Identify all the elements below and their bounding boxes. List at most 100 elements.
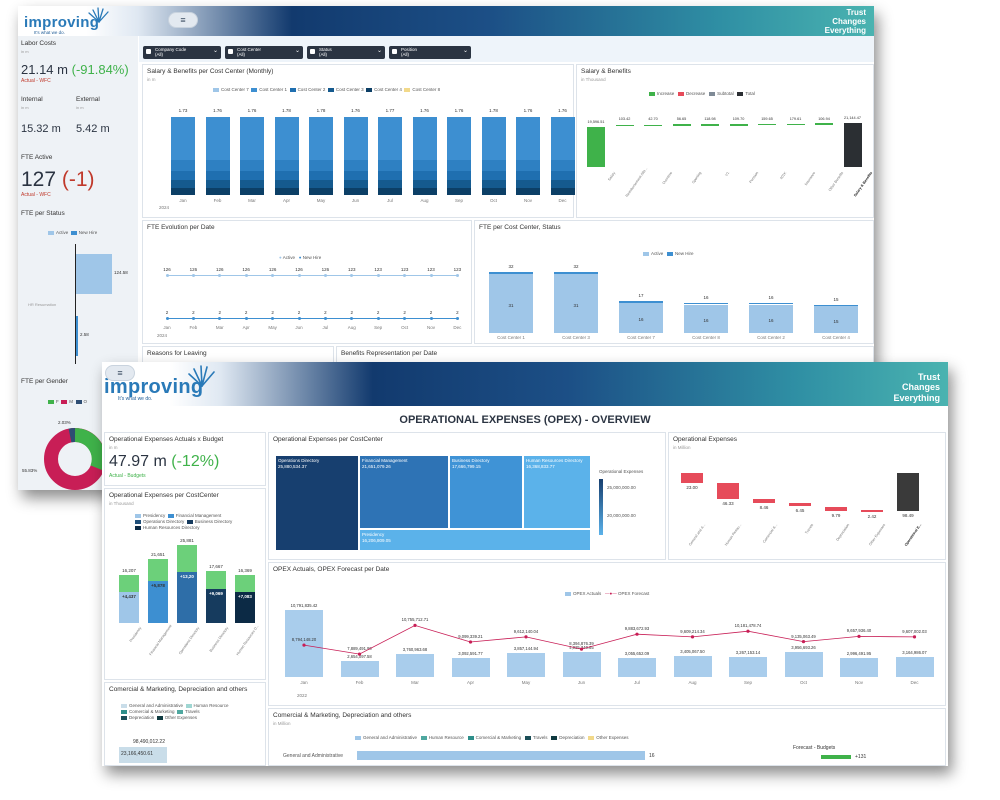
fte-status-bar-active	[76, 254, 112, 294]
fte-evolution-month: Jul	[322, 325, 329, 330]
sb-monthly-bar-segment	[343, 170, 368, 181]
sb-monthly-bar-segment	[447, 117, 471, 160]
fte-evolution-lines: 126 2 Jan 126 2 Feb 126 2 Mar 126 2 Apr 126 2 May 126 2 J…	[143, 221, 473, 345]
sb-monthly-bar-segment	[205, 170, 230, 181]
sb-waterfall-bar	[758, 123, 776, 126]
sb-waterfall-category: 401K	[779, 171, 788, 181]
filter-company-code[interactable]: Company Code (All) ⌄	[143, 46, 221, 59]
fte-evolution-label-active: 123	[427, 267, 435, 272]
fte-cc-inner-label: 15	[833, 318, 839, 324]
sb-waterfall-category: Insurance	[803, 171, 816, 187]
panel-opex-cc-bar: Operational Expenses per CostCenter in T…	[104, 488, 266, 680]
fte-cc-total-label: 17	[638, 292, 644, 298]
treemap-title: Operational Expenses per CostCenter	[273, 436, 383, 443]
sb-monthly-value-label: 1.76	[420, 108, 429, 113]
fte-evolution-month: Jun	[295, 325, 303, 330]
opex-forecast-point	[302, 643, 306, 647]
sb-monthly-bar-segment	[412, 117, 437, 160]
opex-cc-bar-legend: Presidency Financial Management Operatio…	[135, 513, 265, 531]
sb-monthly-bars: 1.73 Jan 1.76 Feb 1.76 Mar 1.78 Apr 1.78 May 1.76 J…	[143, 65, 575, 219]
opex-cc-bar-delta-label: +9,069	[209, 591, 223, 597]
front-opex-window: improving It's what we do. ≡ Trust Change…	[102, 362, 948, 766]
treemap-cell-presidency[interactable]: Presidency 16,206,809.05	[359, 529, 591, 551]
cm-big-row-bar	[357, 751, 645, 760]
opex-cc-bar-category: Financial Management	[148, 624, 173, 657]
cm-small-bar	[119, 747, 167, 763]
sb-waterfall-bar	[843, 123, 862, 167]
treemap-cell-business[interactable]: Business Directory 17,666,799.15	[449, 455, 523, 529]
opex-waterfall-bar	[753, 499, 775, 503]
opex-waterfall-value: 46.33	[722, 501, 734, 506]
sb-waterfall-value: 21,144.47	[844, 116, 861, 120]
back-logo: improving	[24, 14, 100, 31]
labor-costs-title: Labor Costs	[21, 40, 57, 47]
sb-monthly-bar-segment	[343, 187, 368, 195]
opex-waterfall-category: Comercial &...	[762, 523, 779, 544]
sb-legend: Increase Decrease Subtotal Total	[649, 91, 755, 96]
filter-status[interactable]: Status (All) ⌄	[307, 46, 385, 59]
fte-cc-title: FTE per Cost Center, Status	[479, 224, 561, 231]
front-logo-fan-icon	[186, 365, 218, 392]
sb-monthly-value-label: 1.76	[213, 108, 222, 113]
cm-big-unit: in Million	[273, 721, 291, 726]
opex-actual-bar	[507, 653, 545, 677]
sb-monthly-month-label: May	[316, 198, 326, 203]
fte-evolution-label-active: 126	[321, 267, 330, 272]
sb-waterfall-bar	[587, 127, 605, 167]
opex-cc-bar-delta	[119, 575, 139, 592]
fte-evolution-point-active	[271, 273, 275, 277]
sb-waterfall-bar	[786, 123, 805, 126]
sb-monthly-month-label: Feb	[213, 198, 222, 203]
fte-cc-category: Cost Center 1	[497, 335, 525, 340]
panel-fte-cost-center: FTE per Cost Center, Status Active New H…	[474, 220, 874, 344]
front-slogan: Trust Changes Everything	[893, 372, 940, 403]
fte-evolution-point-newhire	[376, 316, 380, 320]
sb-monthly-bar-segment	[378, 187, 402, 195]
sb-waterfall-bar	[672, 124, 691, 126]
sb-waterfall-bars: 19,596.51 Salary 103.42 Reimbursement Allo.…	[577, 65, 874, 219]
opex-forecast-point	[801, 640, 806, 644]
fte-cc-inner-label: 16	[768, 317, 774, 323]
front-menu-button[interactable]: ≡	[105, 365, 135, 381]
opex-forecast-label: 9,607,002.03	[902, 628, 927, 634]
cm-small-value-2: 23,166,450.61	[121, 751, 153, 757]
fte-cc-bar-active	[684, 304, 728, 333]
opex-waterfall-bar	[861, 510, 883, 512]
sb-waterfall-bar	[701, 124, 719, 126]
treemap-cell-financial[interactable]: Financial Management 21,651,079.26	[359, 455, 449, 529]
opex-actual-label: 3,055,652.09	[624, 651, 650, 657]
fte-evolution-label-newhire: 2	[192, 310, 195, 315]
opex-actual-label: 4,025,340.65	[569, 645, 594, 650]
sb-waterfall-bar	[729, 124, 748, 126]
treemap-cell-hr[interactable]: Human Resources Directory 16,368,833.77	[523, 455, 591, 529]
cm-small-legend: General and Administrative Human Resourc…	[121, 703, 229, 721]
opex-actual-bar	[729, 656, 767, 677]
treemap-cell-operations[interactable]: Operations Directory 25,880,534.37	[275, 455, 359, 551]
opex-waterfall-bar	[717, 483, 739, 499]
opex-date-legend: OPEX Actuals —●— OPEX Forecast	[565, 591, 649, 596]
opex-forecast-label: 8,394,876.39	[569, 641, 594, 647]
filter-position[interactable]: Position (All) ⌄	[389, 46, 471, 59]
sb-monthly-bar-segment	[550, 187, 575, 195]
opex-month-label: Dec	[910, 680, 919, 685]
sb-monthly-bar-segment	[205, 159, 230, 171]
opex-actual-label: 3,760,963.68	[402, 646, 428, 652]
sb-waterfall-value: 179.61	[789, 117, 802, 121]
opex-forecast-label: 9,612,140.04	[513, 628, 539, 634]
sb-monthly-bar-segment	[378, 170, 402, 181]
fte-evolution-label-newhire: 2	[244, 310, 248, 315]
sb-monthly-bar-segment	[274, 159, 299, 171]
opex-waterfall-category: General and A...	[688, 523, 707, 547]
filter-cost-center[interactable]: Cost Center (All) ⌄	[225, 46, 303, 59]
opex-waterfall-category: Human Resou...	[724, 523, 743, 547]
opex-date-title: OPEX Actuals, OPEX Forecast per Date	[273, 566, 390, 573]
opex-month-label: Jan	[300, 680, 308, 685]
opex-actual-label: 3,857,144.94	[513, 646, 539, 652]
fte-cc-bar-newhire	[619, 300, 663, 303]
back-menu-button[interactable]: ≡	[168, 12, 198, 28]
opex-wf-unit: in Million	[673, 445, 691, 450]
fte-evolution-month: Sep	[374, 325, 383, 330]
fte-evolution-month: Mar	[215, 325, 224, 330]
sb-monthly-bar-segment	[240, 180, 264, 188]
opex-waterfall-category: Travels	[804, 523, 815, 535]
